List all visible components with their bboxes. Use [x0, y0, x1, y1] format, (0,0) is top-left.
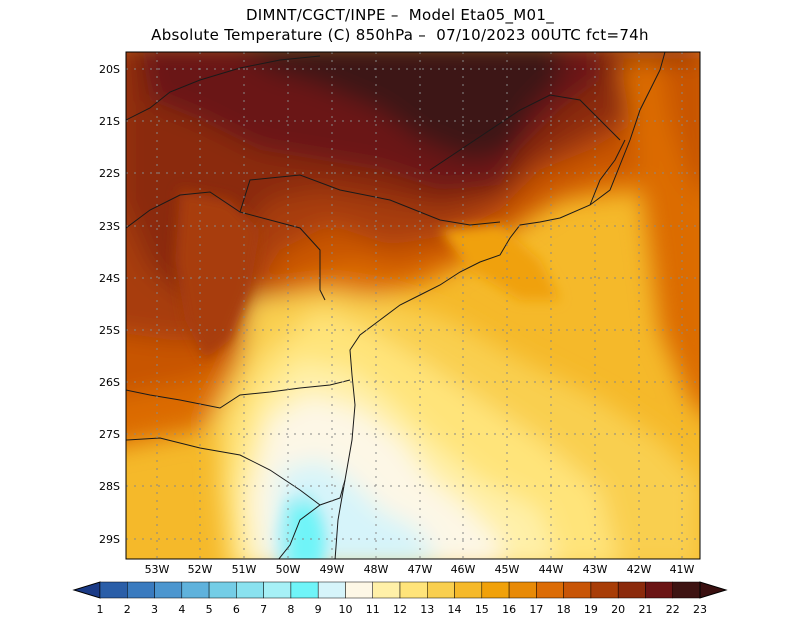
colorbar-swatch	[290, 581, 319, 599]
lon-tick-48w: 48W	[364, 563, 389, 576]
lon-tick-53w: 53W	[145, 563, 170, 576]
lat-tick-23s: 23S	[99, 220, 120, 233]
colorbar-label: 20	[611, 603, 625, 616]
colorbar-label: 10	[338, 603, 352, 616]
colorbar-swatch	[154, 581, 183, 599]
colorbar-swatch	[127, 581, 155, 599]
lon-tick-49w: 49W	[320, 563, 345, 576]
colorbar-label: 14	[448, 603, 462, 616]
colorbar-swatch	[399, 581, 428, 599]
colorbar-label: 7	[260, 603, 267, 616]
colorbar-label: 6	[233, 603, 240, 616]
lon-tick-51w: 51W	[232, 563, 257, 576]
colorbar-swatch	[563, 581, 592, 599]
colorbar-swatch	[617, 581, 646, 599]
colorbar-swatch	[372, 581, 401, 599]
colorbar-label: 5	[206, 603, 213, 616]
lon-tick-47w: 47W	[408, 563, 433, 576]
colorbar-label: 21	[638, 603, 652, 616]
lon-tick-52w: 52W	[188, 563, 213, 576]
lon-tick-46w: 46W	[451, 563, 476, 576]
colorbar-label: 4	[178, 603, 185, 616]
colorbar-label: 18	[557, 603, 571, 616]
colorbar-label: 9	[315, 603, 322, 616]
lat-tick-22s: 22S	[99, 167, 120, 180]
colorbar-over-arrow	[699, 581, 728, 599]
colorbar-swatch	[672, 581, 701, 599]
lat-tick-27s: 27S	[99, 428, 120, 441]
colorbar-swatch	[99, 581, 128, 599]
colorbar-label: 22	[666, 603, 680, 616]
colorbar-swatch	[263, 581, 292, 599]
coastline	[126, 52, 666, 559]
title-line-1: DIMNT/CGCT/INPE – Model Eta05_M01_	[245, 6, 555, 24]
colorbar-label: 15	[475, 603, 489, 616]
lon-tick-41w: 41W	[670, 563, 695, 576]
colorbar-label: 12	[393, 603, 407, 616]
colorbar-swatch	[590, 581, 619, 599]
lon-tick-43w: 43W	[583, 563, 608, 576]
colorbar-label: 13	[420, 603, 434, 616]
temperature-field	[126, 52, 700, 559]
colorbar-under-arrow	[72, 581, 101, 599]
map-frame	[125, 51, 701, 560]
colorbar-swatch	[536, 581, 564, 599]
colorbar-label: 19	[584, 603, 598, 616]
colorbar-swatch	[454, 581, 483, 599]
lon-tick-50w: 50W	[276, 563, 301, 576]
lon-tick-labels: 53W 52W 51W 50W 49W 48W 47W 46W 45W 44W …	[145, 563, 695, 576]
colorbar-swatch	[345, 581, 373, 599]
colorbar-label: 3	[151, 603, 158, 616]
colorbar-label: 1	[97, 603, 104, 616]
lon-tick-45w: 45W	[495, 563, 520, 576]
lat-tick-26s: 26S	[99, 376, 120, 389]
colorbar-swatch	[317, 581, 346, 599]
colorbar-label: 2	[124, 603, 131, 616]
colorbar-swatch	[181, 581, 210, 599]
colorbar-swatch	[427, 581, 455, 599]
lat-tick-21s: 21S	[99, 115, 120, 128]
colorbar-label: 23	[693, 603, 707, 616]
lat-tick-20s: 20S	[99, 63, 120, 76]
colorbar-label: 16	[502, 603, 516, 616]
lat-tick-25s: 25S	[99, 324, 120, 337]
lat-tick-24s: 24S	[99, 272, 120, 285]
lat-tick-29s: 29S	[99, 533, 120, 546]
colorbar-swatch	[236, 581, 264, 599]
colorbar-swatch	[508, 581, 537, 599]
lon-tick-44w: 44W	[539, 563, 564, 576]
colorbar-swatch	[645, 581, 673, 599]
lat-tick-labels: 20S 21S 22S 23S 24S 25S 26S 27S 28S 29S	[99, 63, 120, 546]
colorbar-label: 11	[366, 603, 380, 616]
lon-tick-42w: 42W	[627, 563, 652, 576]
title-line-2: Absolute Temperature (C) 850hPa – 07/10/…	[151, 26, 649, 44]
colorbar-label: 8	[287, 603, 294, 616]
colorbar: 1 2 3 4 5 6 7 8 9 10 11 12 13 14 15 16 17 18 19 20 21 22 23	[72, 581, 728, 616]
lat-tick-28s: 28S	[99, 480, 120, 493]
colorbar-label: 17	[529, 603, 543, 616]
colorbar-swatch	[208, 581, 237, 599]
colorbar-swatch	[481, 581, 510, 599]
